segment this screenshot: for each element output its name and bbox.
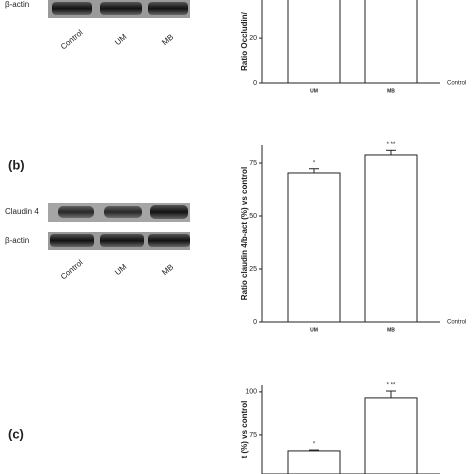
panel-label: (b) xyxy=(8,157,25,172)
y-axis-label: Ratio claudin 4/b-act (%) vs control xyxy=(240,167,249,300)
x-tick-label: UM xyxy=(310,327,318,333)
x-axis-label: Control xyxy=(447,81,466,87)
y-tick-label: 75 xyxy=(249,432,257,439)
band xyxy=(50,234,94,247)
lane-label: MB xyxy=(160,262,175,277)
band xyxy=(104,206,142,218)
band xyxy=(100,2,142,15)
bar xyxy=(364,154,418,323)
lane-label: UM xyxy=(113,262,129,277)
x-axis-label: Control xyxy=(447,320,466,326)
y-axis-label: t (%) vs control xyxy=(240,401,249,459)
significance-label: * xyxy=(313,442,316,448)
y-tick-label: 100 xyxy=(245,389,257,396)
blot-row-label: β-actin xyxy=(5,236,29,245)
y-tick-label: 0 xyxy=(253,319,257,326)
band xyxy=(150,205,188,219)
y-tick-label: 20 xyxy=(249,35,257,42)
x-tick-label: MB xyxy=(387,88,395,94)
y-tick-label: 50 xyxy=(249,213,257,220)
x-tick-label: MB xyxy=(387,327,395,333)
bar xyxy=(287,0,341,84)
lane-label: Control xyxy=(59,28,85,52)
blot-row-label: β-actin xyxy=(5,0,29,9)
band xyxy=(148,2,188,15)
lane-label: MB xyxy=(160,32,175,47)
y-tick-label: 25 xyxy=(249,266,257,273)
y-tick-label: 0 xyxy=(253,80,257,87)
y-axis-label: Ratio Occludin/ xyxy=(240,11,249,70)
y-tick-label: 75 xyxy=(249,160,257,167)
significance-label: * xyxy=(313,160,316,166)
band xyxy=(100,234,144,247)
bar xyxy=(287,450,341,474)
bar xyxy=(364,0,418,84)
bar xyxy=(287,172,341,323)
significance-label: * ** xyxy=(387,142,396,148)
band xyxy=(148,234,190,247)
lane-label: UM xyxy=(113,32,129,47)
x-tick-label: UM xyxy=(310,88,318,94)
band xyxy=(58,206,94,218)
lane-label: Control xyxy=(59,258,85,282)
bar xyxy=(364,397,418,474)
band xyxy=(52,2,92,15)
panel-label: (c) xyxy=(8,426,24,441)
significance-label: * ** xyxy=(387,383,396,389)
blot-row-label: Claudin 4 xyxy=(5,207,39,216)
